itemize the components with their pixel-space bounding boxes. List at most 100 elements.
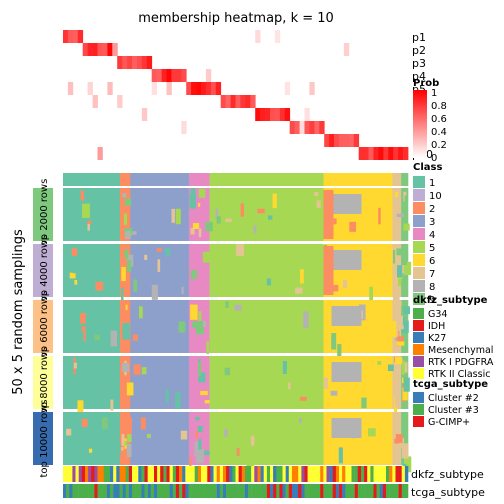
membership-cell <box>201 82 207 95</box>
sampling-noise-cell <box>314 192 319 197</box>
tcga-subtype-cell <box>201 484 205 498</box>
dkfz-subtype-cell <box>106 466 111 482</box>
dkfz-legend-swatch <box>413 308 424 319</box>
tcga-subtype-cell <box>160 484 164 498</box>
class-legend-label: 8 <box>429 282 435 293</box>
dkfz-subtype-cell <box>194 466 199 482</box>
dkfz-subtype-cell <box>78 466 83 482</box>
tcga-subtype-cell <box>157 484 161 498</box>
tcga-subtype-cell <box>91 484 95 498</box>
sampling-noise-cell <box>299 396 307 401</box>
dkfz-subtype-cell <box>270 466 274 482</box>
membership-cell <box>205 82 212 95</box>
sampling-noise-cell <box>300 269 304 284</box>
tcga-subtype-cell <box>273 484 277 498</box>
membership-cell <box>171 69 177 82</box>
tcga-subtype-cell <box>307 484 311 498</box>
sampling-noise-cell <box>80 190 85 201</box>
tcga-subtype-cell <box>260 484 264 498</box>
sampling-noise-cell <box>396 248 403 256</box>
sampling-noise-cell <box>82 203 90 218</box>
sampling-noise-cell <box>202 251 210 263</box>
dkfz-subtype-cell <box>361 466 365 482</box>
sampling-noise-cell <box>200 390 208 396</box>
sampling-noise-cell <box>124 198 132 206</box>
annotation-tracks: dkfz_subtype tcga_subtype <box>63 466 485 499</box>
membership-cell <box>181 121 187 134</box>
sampling-noise-cell <box>395 434 403 443</box>
membership-cell <box>334 134 340 147</box>
sampling-block-label: top 6000 rows <box>39 291 50 363</box>
membership-cell <box>348 134 355 147</box>
tcga-subtype-cell <box>135 484 139 498</box>
sampling-noise-cell <box>402 387 408 401</box>
dkfz-subtype-cell <box>94 466 98 482</box>
tcga-subtype-cell <box>288 484 293 498</box>
sampling-noise-cell <box>337 344 342 358</box>
sampling-noise-cell <box>333 284 339 292</box>
tcga-subtype-cell <box>229 484 233 498</box>
sampling-block-label: top 4000 rows <box>39 235 50 307</box>
sampling-noise-cell <box>180 430 188 440</box>
sampling-noise-cell <box>74 280 78 285</box>
tcga-subtype-cell <box>279 484 283 498</box>
sampling-noise-cell <box>401 360 405 375</box>
sampling-block-color <box>33 244 53 297</box>
sampling-noise-cell <box>125 304 128 311</box>
class-band-segment <box>401 173 409 186</box>
dkfz-subtype-cell <box>254 466 258 482</box>
class-legend-swatch <box>413 280 425 292</box>
membership-cell <box>255 30 261 43</box>
sampling-noise-cell <box>198 372 206 383</box>
sampling-noise-cell <box>394 191 399 197</box>
dkfz-subtype-cell <box>295 466 299 482</box>
tcga-subtype-cell <box>119 484 123 498</box>
tcga-subtype-cell <box>223 484 227 498</box>
sampling-noise-cell <box>107 343 111 349</box>
membership-cell <box>136 56 143 69</box>
tcga-subtype-cell <box>78 484 83 498</box>
sampling-block-color <box>33 188 53 241</box>
tcga-subtype-cell <box>257 484 261 498</box>
sampling-class8-patch <box>331 362 362 382</box>
membership-cell <box>151 82 157 95</box>
dkfz-subtype-cell <box>241 466 246 482</box>
tcga-subtype-cell <box>94 484 98 498</box>
sampling-noise-cell <box>393 250 396 264</box>
sampling-noise-cell <box>220 192 225 202</box>
dkfz-subtype-cell <box>69 466 73 482</box>
tcga-legend-label: G-CIMP+ <box>428 417 470 428</box>
dkfz-subtype-cell <box>342 466 346 482</box>
tcga-subtype-cell <box>276 484 280 498</box>
membership-cell <box>378 147 384 160</box>
membership-cell <box>368 147 374 160</box>
sampling-noise-cell <box>89 448 93 453</box>
sampling-noise-cell <box>381 260 387 272</box>
dkfz-subtype-cell <box>332 466 337 482</box>
dkfz-subtype-cell <box>351 466 355 482</box>
membership-cell <box>107 43 113 56</box>
tcga-subtype-cell <box>232 484 236 498</box>
tcga-subtype-cell <box>125 484 130 498</box>
tcga-subtype-cell <box>282 484 286 498</box>
sampling-noise-cell <box>126 443 132 457</box>
dkfz-legend-swatch <box>413 320 424 331</box>
tcga-subtype-cell <box>110 484 114 498</box>
class-legend-label: 1 <box>429 178 435 189</box>
dkfz-subtype-cell <box>288 466 293 482</box>
sampling-noise-cell <box>394 392 401 408</box>
sampling-noise-cell <box>139 306 143 319</box>
sampling-noise-cell <box>392 287 400 304</box>
dkfz-subtype-cell <box>323 466 327 482</box>
membership-cell <box>284 108 291 121</box>
sampling-noise-cell <box>396 213 405 217</box>
sampling-noise-cell <box>195 417 200 421</box>
tcga-legend-swatch <box>413 416 424 427</box>
membership-cell <box>309 82 315 95</box>
membership-row-label: p3 <box>412 57 426 70</box>
dkfz-subtype-cell <box>138 466 142 482</box>
tcga-subtype-cell <box>401 484 406 498</box>
sampling-noise-cell <box>330 455 338 459</box>
tcga-subtype-cell <box>197 484 202 498</box>
sampling-noise-cell <box>121 447 124 451</box>
